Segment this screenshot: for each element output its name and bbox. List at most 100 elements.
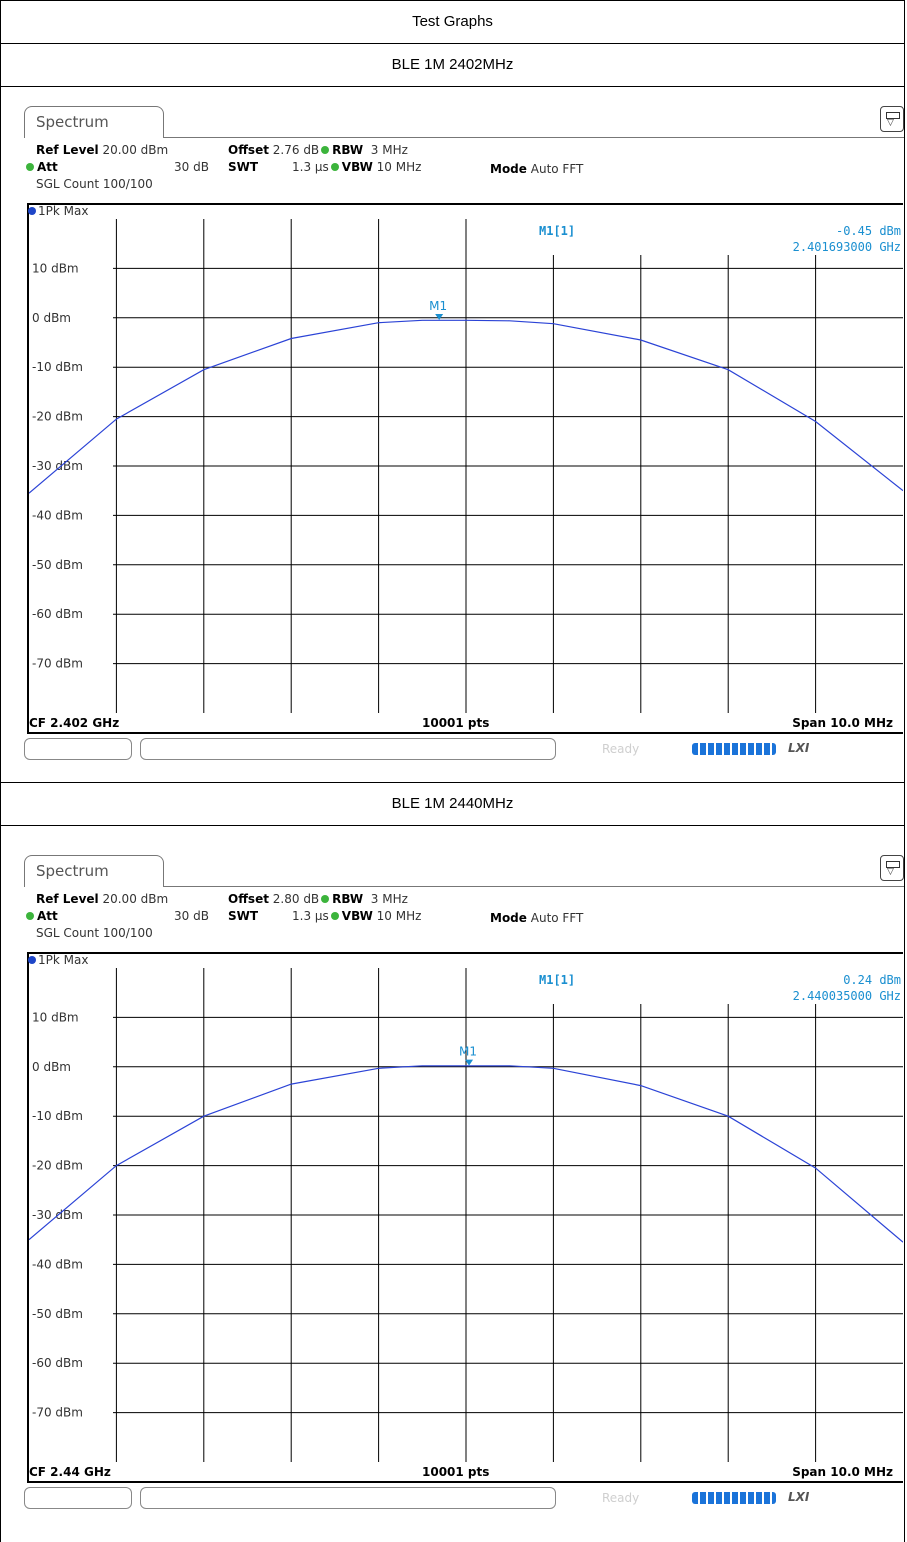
sgl-count: SGL Count 100/100 [36,926,153,940]
triangle-down-icon: ▽ [887,867,894,877]
menu-icon[interactable]: ▽ [880,106,904,132]
vbw-label: VBW [341,909,373,923]
y-tick-label: -20 dBm [32,410,83,424]
offset-value: 2.80 dB [272,892,320,906]
att-setting: Att [24,909,58,923]
y-tick-label: -50 dBm [32,1307,83,1321]
lxi-icon: LXI [788,1490,810,1504]
spectrum-tab[interactable]: Spectrum [24,106,164,138]
y-tick-label: -10 dBm [32,360,83,374]
plot-frame [27,952,903,1483]
spectrum-analyzer-1: Spectrum ▽ Ref Level 20.00 dBm Offset 2.… [24,106,904,790]
span: Span 10.0 MHz [792,716,893,730]
vbw-status-dot-icon [330,163,339,171]
mode-label: Mode [490,911,527,925]
ref-level-label: Ref Level [36,143,99,157]
menu-icon[interactable]: ▽ [880,855,904,881]
y-tick-label: 10 dBm [32,1010,79,1024]
marker-readout-frequency: 2.401693000 GHz [793,240,901,254]
center-frequency: CF 2.44 GHz [29,1465,111,1479]
rbw-status-dot-icon [321,146,330,154]
y-tick-label: -70 dBm [32,1406,83,1420]
triangle-down-icon: ▽ [887,118,894,128]
status-field-message[interactable] [140,1487,556,1509]
trace-dot-icon [28,956,36,964]
trace-label: 1Pk Max [28,204,88,218]
vbw-value: 10 MHz [376,160,422,174]
trace-label-text: 1Pk Max [38,204,89,218]
y-tick-label: -70 dBm [32,657,83,671]
swt-vbw-setting: 1.3 µs VBW 10 MHz [292,160,421,174]
spectrum-analyzer-2: Spectrum ▽ Ref Level 20.00 dBm Offset 2.… [24,855,904,1539]
y-tick-label: -40 dBm [32,508,83,522]
swt-label: SWT [228,160,259,174]
rbw-label: RBW [332,892,364,906]
att-value: 30 dB [174,909,209,923]
mode-setting: Mode Auto FFT [490,162,583,176]
trace-label-text: 1Pk Max [38,953,89,967]
att-status-dot-icon [26,163,34,171]
att-label: Att [37,909,58,923]
marker-label: M1 [429,299,447,313]
mode-value: Auto FFT [530,911,584,925]
ref-level-setting: Ref Level 20.00 dBm [36,892,168,906]
marker-readout-level: -0.45 dBm [836,224,901,238]
y-tick-label: -60 dBm [32,1356,83,1370]
sweep-points: 10001 pts [422,1465,490,1479]
offset-label: Offset [228,143,269,157]
spectrum-tab-label: Spectrum [36,113,109,131]
rbw-value: 3 MHz [370,143,408,157]
status-field-left[interactable] [24,738,132,760]
status-field-message[interactable] [140,738,556,760]
sweep-points: 10001 pts [422,716,490,730]
tab-divider [163,137,904,138]
offset-value: 2.76 dB [272,143,320,157]
y-tick-label: -20 dBm [32,1159,83,1173]
page-title: Test Graphs [0,0,905,44]
y-tick-label: -10 dBm [32,1109,83,1123]
status-field-left[interactable] [24,1487,132,1509]
progress-bar [692,1492,776,1504]
y-tick-label: 0 dBm [32,1060,71,1074]
rbw-label: RBW [332,143,364,157]
bars-icon [886,112,900,119]
vbw-label: VBW [341,160,373,174]
trace-label: 1Pk Max [28,953,88,967]
ready-status: Ready [602,1491,640,1505]
swt-setting: SWT [228,909,258,923]
att-value: 30 dB [174,160,209,174]
center-frequency: CF 2.402 GHz [29,716,120,730]
ref-level-value: 20.00 dBm [102,892,169,906]
swt-value: 1.3 µs [292,909,329,923]
mode-value: Auto FFT [530,162,584,176]
offset-setting: Offset 2.76 dB RBW 3 MHz [228,143,408,157]
y-tick-label: -60 dBm [32,607,83,621]
swt-value: 1.3 µs [292,160,329,174]
swt-setting: SWT [228,160,258,174]
status-bar: Ready LXI [24,738,904,762]
tab-divider [163,886,904,887]
y-tick-label: 0 dBm [32,311,71,325]
marker-readout-label: M1[1] [539,973,575,987]
marker-triangle [465,1059,474,1066]
marker-readout-label: M1[1] [539,224,575,238]
status-bar: Ready LXI [24,1487,904,1511]
att-status-dot-icon [26,912,34,920]
spectrum-plot: 10 dBm 0 dBm -10 dBm -20 dBm -30 dBm -40 dBm -… [29,219,903,713]
trace-dot-icon [28,207,36,215]
att-setting: Att [24,160,58,174]
ready-status: Ready [602,742,640,756]
progress-bar [692,743,776,755]
spectrum-tab[interactable]: Spectrum [24,855,164,887]
spectrum-tab-label: Spectrum [36,862,109,880]
plot-footer: CF 2.402 GHz 10001 pts Span 10.0 MHz [29,715,901,732]
marker-label: M1 [459,1045,477,1059]
marker-triangle [435,314,444,321]
ref-level-label: Ref Level [36,892,99,906]
plot-footer: CF 2.44 GHz 10001 pts Span 10.0 MHz [29,1464,901,1481]
mode-label: Mode [490,162,527,176]
vbw-value: 10 MHz [376,909,422,923]
rbw-value: 3 MHz [370,892,408,906]
trace-line [29,1065,903,1243]
rbw-status-dot-icon [321,895,330,903]
